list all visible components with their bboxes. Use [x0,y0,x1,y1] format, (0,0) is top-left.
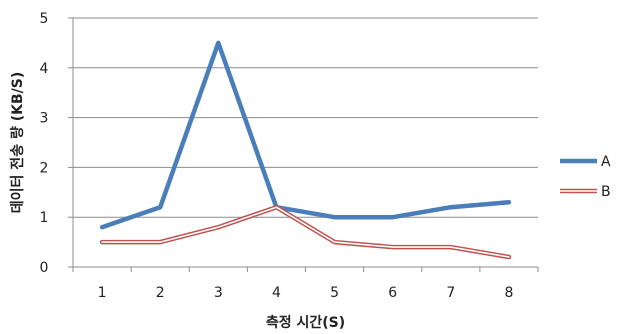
axes: 0 1 2 3 4 5 1 2 3 4 5 6 7 8 [40,11,539,301]
y-axis-title: 데이터 전송 량 (KB/S) [9,72,26,213]
series-a [99,40,512,230]
legend-label: A [601,154,611,170]
y-tick-label: 3 [40,111,49,127]
x-tick-label: 7 [446,285,455,301]
y-tick-label: 2 [40,160,49,176]
x-tick-label: 3 [214,285,223,301]
series-line [99,40,512,230]
x-tick-label: 6 [388,285,397,301]
x-tick-label: 4 [272,285,281,301]
y-tick-label: 5 [40,11,49,27]
series-lines [99,40,512,260]
legend-label: B [601,184,611,200]
x-axis-title: 측정 시간(S) [266,314,345,331]
x-tick-label: 8 [504,285,513,301]
y-tick-label: 4 [40,61,49,77]
legend-item-a: A [560,154,611,170]
x-tick-label: 2 [156,285,165,301]
y-tick-label: 0 [40,260,49,276]
x-tick-label: 5 [330,285,339,301]
series-line-inner [101,206,510,258]
legend: AB [560,154,611,200]
series-line [99,204,512,260]
legend-item-b: B [560,184,611,200]
gridlines [73,17,538,218]
y-tick-label: 1 [40,210,49,226]
series-b [99,204,512,260]
x-tick-label: 1 [98,285,107,301]
